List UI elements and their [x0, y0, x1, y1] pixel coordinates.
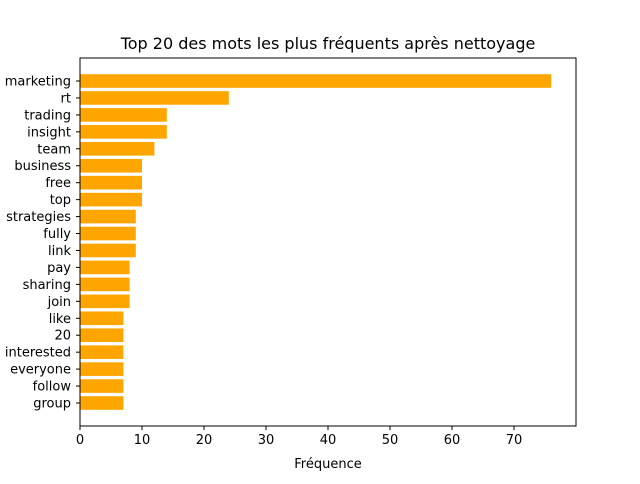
y-tick-label: pay: [47, 261, 71, 276]
y-tick-label: group: [33, 397, 71, 412]
bar-team: [80, 141, 155, 156]
bar-sharing: [80, 277, 130, 292]
y-tick-label: join: [47, 295, 71, 310]
y-tick-label: insight: [27, 125, 71, 140]
bar-join: [80, 294, 130, 309]
y-tick-label: marketing: [5, 75, 71, 90]
x-tick-label: 30: [258, 433, 275, 448]
x-tick-label: 50: [382, 433, 399, 448]
bar-follow: [80, 379, 124, 393]
bar-fully: [80, 226, 136, 241]
y-tick-label: like: [49, 312, 71, 327]
bar-business: [80, 158, 142, 173]
bar-top: [80, 192, 142, 207]
y-tick-label: fully: [43, 227, 71, 242]
bar-free: [80, 175, 142, 190]
bar-like: [80, 311, 124, 326]
chart-title: Top 20 des mots les plus fréquents après…: [120, 34, 536, 53]
y-tick-label: trading: [24, 108, 71, 123]
bar-rt: [80, 91, 229, 105]
x-tick-label: 20: [196, 433, 213, 448]
y-tick-label: interested: [5, 346, 71, 361]
y-tick-label: link: [48, 244, 71, 259]
bars-layer: [80, 74, 552, 410]
y-tick-label: team: [37, 142, 71, 157]
y-tick-label: strategies: [6, 210, 71, 225]
x-tick-label: 40: [320, 433, 337, 448]
y-tick-label: business: [14, 159, 71, 174]
y-tick-label: rt: [61, 91, 71, 106]
bar-pay: [80, 260, 130, 275]
y-tick-label: free: [45, 176, 71, 191]
x-tick-label: 10: [134, 433, 151, 448]
x-axis-label: Fréquence: [294, 457, 361, 472]
x-tick-label: 60: [444, 433, 461, 448]
bar-20: [80, 328, 124, 343]
y-tick-label: top: [50, 193, 71, 208]
bar-marketing: [80, 74, 552, 88]
y-tick-label: follow: [33, 380, 72, 395]
bar-trading: [80, 108, 167, 122]
bar-link: [80, 243, 136, 258]
x-tick-label: 0: [76, 433, 84, 448]
y-tick-label: 20: [54, 329, 71, 344]
x-tick-label: 70: [506, 433, 523, 448]
bar-interested: [80, 345, 124, 359]
bar-strategies: [80, 209, 136, 224]
bar-everyone: [80, 362, 124, 376]
y-tick-label: sharing: [23, 278, 71, 293]
bar-insight: [80, 125, 167, 139]
bar-group: [80, 396, 124, 410]
y-tick-label: everyone: [10, 363, 71, 378]
x-axis: 0 10 20 30 40 50 60 70: [76, 426, 522, 448]
